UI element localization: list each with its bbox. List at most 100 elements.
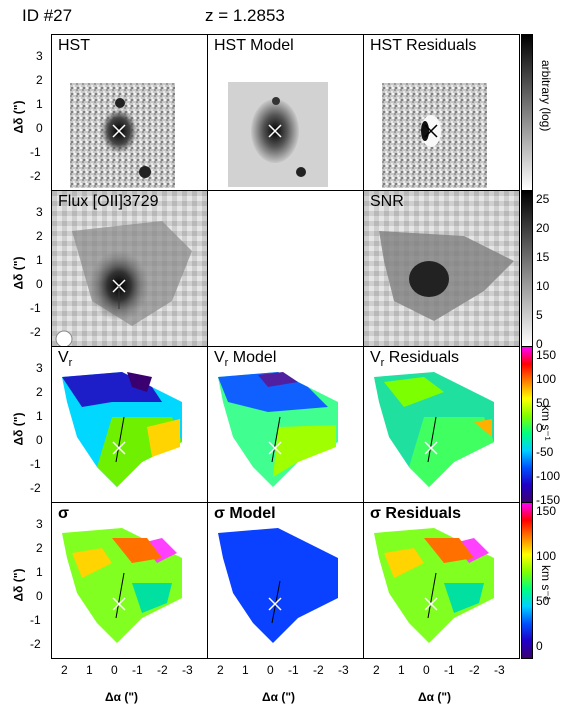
x-tick-label: -1 xyxy=(132,663,143,677)
x-tick-label: 1 xyxy=(86,663,93,677)
panel-velocity-residuals: Vr Residuals xyxy=(363,346,520,503)
panel-label: Vr Residuals xyxy=(370,349,460,370)
sigma-model-map xyxy=(218,528,338,643)
x-tick-label: 1 xyxy=(398,663,405,677)
y-tick-label: 1 xyxy=(36,97,43,111)
y-tick-label: -2 xyxy=(30,169,41,183)
x-tick-label: -3 xyxy=(338,663,349,677)
x-tick-label: 0 xyxy=(423,663,430,677)
y-tick-label: -1 xyxy=(30,301,41,315)
panel-label: Vr Model xyxy=(214,349,277,370)
panel-hst: HST xyxy=(51,34,208,191)
y-axis-label: Δδ (") xyxy=(11,568,26,602)
panel-label: Flux [OII]3729 xyxy=(58,193,159,210)
panel-label: σ xyxy=(58,505,69,522)
colorbar-tick-label: 0 xyxy=(536,337,543,351)
colorbar-tick-label: -100 xyxy=(536,468,561,483)
colorbar-tick-label: 0 xyxy=(536,639,543,653)
snr-image xyxy=(364,191,519,346)
y-tick-label: 0 xyxy=(36,121,43,135)
colorbar-tick-label: 50 xyxy=(536,594,550,608)
x-tick-label: -3 xyxy=(182,663,193,677)
y-tick-label: -1 xyxy=(30,613,41,627)
panel-hst-residuals: HST Residuals xyxy=(363,34,520,191)
sigma-residuals-map xyxy=(374,528,494,643)
redshift-label: z = 1.2853 xyxy=(205,6,285,25)
x-tick-label: -1 xyxy=(288,663,299,677)
colorbar-tick-label: 50 xyxy=(536,396,550,411)
colorbar-tick-label: 20 xyxy=(536,221,550,235)
x-tick-label: 2 xyxy=(217,663,224,677)
panel-label: HST Residuals xyxy=(370,37,477,54)
hst-residuals-image xyxy=(382,83,487,188)
panel-label: Vr xyxy=(58,349,73,370)
y-tick-label: 3 xyxy=(36,205,43,219)
y-tick-label: 1 xyxy=(36,565,43,579)
x-axis-label: Δα (") xyxy=(262,690,296,704)
panel-empty xyxy=(207,190,364,347)
x-axis-label: Δα (") xyxy=(105,690,139,704)
y-tick-label: 1 xyxy=(36,253,43,267)
panel-label: σ Residuals xyxy=(370,505,461,522)
colorbar-hst xyxy=(521,34,533,191)
panel-sigma-residuals: σ Residuals xyxy=(363,502,520,659)
x-tick-label: -1 xyxy=(444,663,455,677)
y-tick-label: 3 xyxy=(36,49,43,63)
x-tick-label: 2 xyxy=(61,663,68,677)
y-tick-label: 0 xyxy=(36,589,43,603)
x-tick-label: -3 xyxy=(494,663,505,677)
panel-velocity-model: Vr Model xyxy=(207,346,364,503)
flux-image xyxy=(52,191,207,346)
x-axis-label: Δα (") xyxy=(418,690,452,704)
colorbar-tick-label: 150 xyxy=(536,348,557,362)
y-tick-label: -2 xyxy=(30,637,41,651)
y-tick-label: -1 xyxy=(30,457,41,471)
panel-label: σ Model xyxy=(214,505,276,522)
colorbar-tick-label: 0 xyxy=(536,420,543,435)
colorbar-tick-label: 150 xyxy=(536,504,557,518)
colorbar-sigma-label: km s⁻¹ xyxy=(539,565,553,601)
colorbar-tick-label: 15 xyxy=(536,250,550,264)
y-tick-label: -2 xyxy=(30,481,41,495)
colorbar-tick-label: -150 xyxy=(536,493,561,507)
x-tick-label: -2 xyxy=(157,663,168,677)
panel-flux: Flux [OII]3729 xyxy=(51,190,208,347)
y-axis-label: Δδ (") xyxy=(11,412,26,446)
y-tick-label: 3 xyxy=(36,517,43,531)
colorbar-tick-label: 25 xyxy=(536,192,550,206)
panel-label: SNR xyxy=(370,193,404,210)
x-tick-label: -2 xyxy=(469,663,480,677)
x-tick-label: 0 xyxy=(111,663,118,677)
x-tick-label: 0 xyxy=(267,663,274,677)
hst-image xyxy=(70,83,175,188)
y-axis-label: Δδ (") xyxy=(11,256,26,290)
object-id: ID #27 xyxy=(22,6,73,25)
panel-snr: SNR xyxy=(363,190,520,347)
colorbar-tick-label: 5 xyxy=(536,308,543,322)
sigma-map xyxy=(62,528,182,643)
x-tick-label: 1 xyxy=(242,663,249,677)
colorbar-tick-label: 100 xyxy=(536,372,557,387)
y-tick-label: 2 xyxy=(36,541,43,555)
colorbar-velocity-label: km s⁻¹ xyxy=(539,405,553,441)
hst-model-image xyxy=(228,82,328,187)
colorbar-tick-label: 10 xyxy=(536,279,550,293)
colorbar-snr xyxy=(521,190,533,347)
y-tick-label: 2 xyxy=(36,229,43,243)
y-axis-label: Δδ (") xyxy=(11,100,26,134)
x-tick-label: 2 xyxy=(373,663,380,677)
colorbar-hst-label: arbitrary (log) xyxy=(539,60,553,132)
y-tick-label: 2 xyxy=(36,73,43,87)
velocity-model-map xyxy=(218,372,338,487)
y-tick-label: 3 xyxy=(36,361,43,375)
y-tick-label: -2 xyxy=(30,325,41,339)
y-tick-label: -1 xyxy=(30,145,41,159)
velocity-map xyxy=(62,372,182,487)
colorbar-sigma xyxy=(521,502,533,659)
y-tick-label: 1 xyxy=(36,409,43,423)
velocity-residuals-map xyxy=(374,372,494,487)
y-tick-label: 2 xyxy=(36,385,43,399)
colorbar-tick-label: 100 xyxy=(536,549,557,563)
panel-label: HST Model xyxy=(214,37,294,54)
colorbar-velocity xyxy=(521,346,533,503)
